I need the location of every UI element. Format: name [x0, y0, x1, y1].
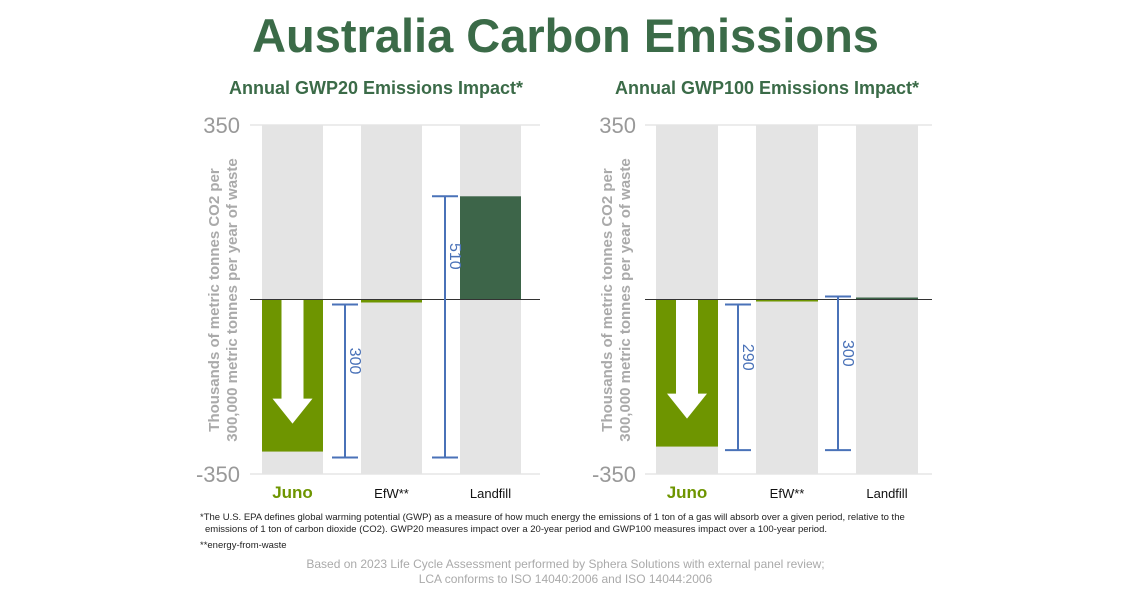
y-tick-label: -350 [592, 462, 636, 487]
range-label: 300 [839, 340, 856, 367]
down-arrow-icon [272, 299, 313, 424]
y-axis-label: Thousands of metric tonnes CO2 per [599, 168, 616, 432]
chart-gwp100: Annual GWP100 Emissions Impact* 350 -350… [592, 78, 932, 502]
y-axis-label: 300,000 metric tonnes per year of waste [224, 158, 241, 441]
bar-efw [361, 299, 422, 303]
range-label: 300 [346, 348, 363, 375]
chart-title: Annual GWP100 Emissions Impact* [615, 78, 919, 98]
bar-landfill [460, 196, 521, 300]
source-line: LCA conforms to ISO 14040:2006 and ISO 1… [418, 572, 713, 586]
y-axis-label: Thousands of metric tonnes CO2 per [206, 168, 223, 432]
range-label: 510 [446, 243, 463, 270]
x-tick-label: Landfill [866, 486, 907, 501]
y-tick-label: 350 [599, 113, 636, 138]
bar-efw [756, 299, 818, 302]
footnote-gwp: *The U.S. EPA defines global warming pot… [200, 512, 905, 536]
chart-gwp20: Annual GWP20 Emissions Impact* 350 -350 … [196, 78, 540, 502]
y-tick-label: -350 [196, 462, 240, 487]
x-tick-label: Juno [272, 483, 313, 502]
bar-landfill [856, 297, 918, 300]
x-tick-label: EfW** [374, 486, 409, 501]
page-title: Australia Carbon Emissions [252, 9, 879, 62]
y-axis-label: 300,000 metric tonnes per year of waste [617, 158, 634, 441]
y-tick-label: 350 [203, 113, 240, 138]
footnote-line: *The U.S. EPA defines global warming pot… [200, 512, 905, 523]
chart-title: Annual GWP20 Emissions Impact* [229, 78, 523, 98]
footnote-line: emissions of 1 ton of carbon dioxide (CO… [205, 524, 828, 535]
source-line: Based on 2023 Life Cycle Assessment perf… [306, 557, 825, 571]
footnote-efw: **energy-from-waste [200, 540, 287, 551]
x-tick-label: EfW** [770, 486, 805, 501]
x-tick-label: Landfill [470, 486, 511, 501]
down-arrow-icon [667, 299, 707, 419]
source-note: Based on 2023 Life Cycle Assessment perf… [0, 557, 1131, 587]
x-tick-label: Juno [667, 483, 708, 502]
range-label: 290 [739, 344, 756, 371]
